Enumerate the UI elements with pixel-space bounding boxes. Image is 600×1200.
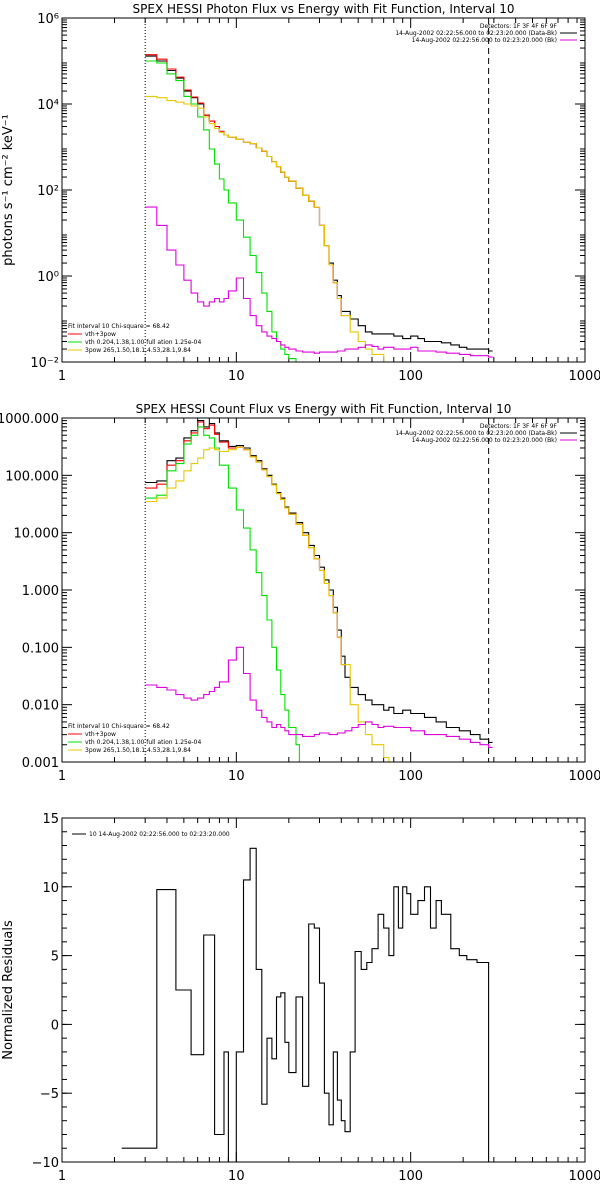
y-tick-label: 10.000 [14,527,60,542]
legend-entry: vth+3pow [85,731,116,738]
series-3-line [145,95,388,362]
legend-entry: 14-Aug-2002 02:22:56.000 to 02:23:20.000… [395,430,557,437]
y-tick-label: 1000.000 [0,412,59,427]
series-0-line [145,420,493,743]
legend-entry: Detectors: 1F 3F 4F 6F 9F [480,423,558,430]
legend-entry: 14-Aug-2002 02:22:56.000 to 02:23:20.000… [395,30,557,37]
series-0-line [121,847,493,1162]
legend-entry: 14-Aug-2002 02:22:56.000 to 02:23:20.000… [412,37,557,44]
chart-title: SPEX HESSI Count Flux vs Energy with Fit… [136,402,512,416]
plot-frame [61,417,586,763]
x-tick-label: 10 [228,369,245,384]
series-3-line [145,446,393,762]
y-axis-label: Normalized Residuals [1,920,16,1060]
y-tick-label: −10 [32,1156,59,1171]
y-tick-label: 0 [51,1018,59,1033]
series-1-line [145,421,346,666]
y-tick-label: 10⁴ [37,98,59,113]
legend-entry: Detectors: 1F 3F 4F 6F 9F [480,23,558,30]
series-2-line [145,426,304,762]
y-tick-label: 15 [42,812,59,827]
legend-entry: Fit Interval 10 Chi-square = 68.42 [68,723,170,730]
y-tick-label: 5 [51,950,59,965]
y-tick-label: −5 [40,1087,59,1102]
y-tick-label: 1.000 [22,584,59,599]
x-tick-label: 1000 [568,1169,600,1184]
legend-entry: 14-Aug-2002 02:22:56.000 to 02:23:20.000… [412,437,557,444]
y-tick-label: 10⁶ [37,12,59,27]
legend-entry: 3pow 265,1.50,18.1,4.53,28.1,9.84 [85,347,191,354]
x-tick-label: 10 [228,769,245,784]
series-4-line [145,646,493,748]
plot-frame [61,817,586,1163]
legend-entry: 10 14-Aug-2002 02:22:56.000 to 02:23:20.… [89,831,230,838]
y-tick-label: 10 [42,881,59,896]
y-axis-label: photons s⁻¹ cm⁻² keV⁻¹ [1,114,16,266]
legend-entry: Fit Interval 10 Chi-square = 68.42 [68,323,170,330]
x-tick-label: 1 [58,369,66,384]
y-tick-label: 10⁰ [37,270,59,285]
y-tick-label: 100.000 [5,469,59,484]
series-2-line [145,60,300,362]
legend-entry: vth 0.204,1.38,1.00 full ation 1.25e-04 [85,739,201,746]
legend-entry: vth 0.204,1.38,1.00 full ation 1.25e-04 [85,339,201,346]
plot-frame [61,17,586,363]
x-tick-label: 1000 [568,769,600,784]
series-1-line [145,54,346,317]
y-tick-label: 10² [37,184,59,199]
x-tick-label: 1 [58,1169,66,1184]
y-tick-label: 10⁻² [30,356,59,371]
y-tick-label: 0.100 [22,641,59,656]
x-tick-label: 10 [228,1169,245,1184]
y-tick-label: 0.001 [22,756,59,771]
x-tick-label: 1000 [568,369,600,384]
x-tick-label: 100 [398,769,423,784]
x-tick-label: 1 [58,769,66,784]
x-tick-label: 100 [398,1169,423,1184]
chart-title: SPEX HESSI Photon Flux vs Energy with Fi… [133,2,515,16]
series-4-line [145,206,493,358]
legend-entry: vth+3pow [85,331,116,338]
y-tick-label: 0.010 [22,699,59,714]
x-tick-label: 100 [398,369,423,384]
legend-entry: 3pow 265,1.50,18.1,4.53,28.1,9.84 [85,747,191,754]
